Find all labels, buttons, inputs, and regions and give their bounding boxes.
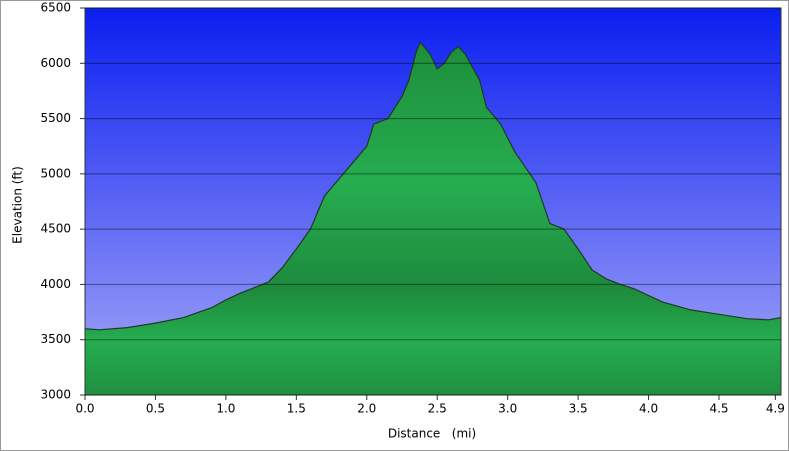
y-tick-label: 4000 — [40, 277, 71, 291]
x-tick-label: 4.0 — [639, 402, 658, 416]
x-tick-label: 0.0 — [75, 402, 94, 416]
x-tick-label: 4.9 — [766, 402, 785, 416]
x-tick-label: 2.0 — [357, 402, 376, 416]
x-axis-label: Distance (mi) — [388, 427, 476, 441]
y-tick-label: 6000 — [40, 56, 71, 70]
x-tick-label: 2.5 — [428, 402, 447, 416]
y-tick-label: 6500 — [40, 1, 71, 15]
y-axis-label: Elevation (ft) — [11, 166, 25, 244]
plot-border — [84, 7, 782, 396]
x-tick-label: 3.0 — [498, 402, 517, 416]
area-fill — [85, 42, 781, 396]
y-tick-label: 3500 — [40, 332, 71, 346]
x-tick-label: 0.5 — [146, 402, 165, 416]
y-tick-label: 3000 — [40, 388, 71, 402]
x-tick-label: 3.5 — [569, 402, 588, 416]
x-tick-label: 1.5 — [287, 402, 306, 416]
y-tick-label: 4500 — [40, 222, 71, 236]
area-line — [84, 41, 782, 331]
y-tick-label: 5500 — [40, 111, 71, 125]
x-tick-label: 1.0 — [216, 402, 235, 416]
y-tick-label: 5000 — [40, 166, 71, 180]
x-tick-label: 4.5 — [709, 402, 728, 416]
